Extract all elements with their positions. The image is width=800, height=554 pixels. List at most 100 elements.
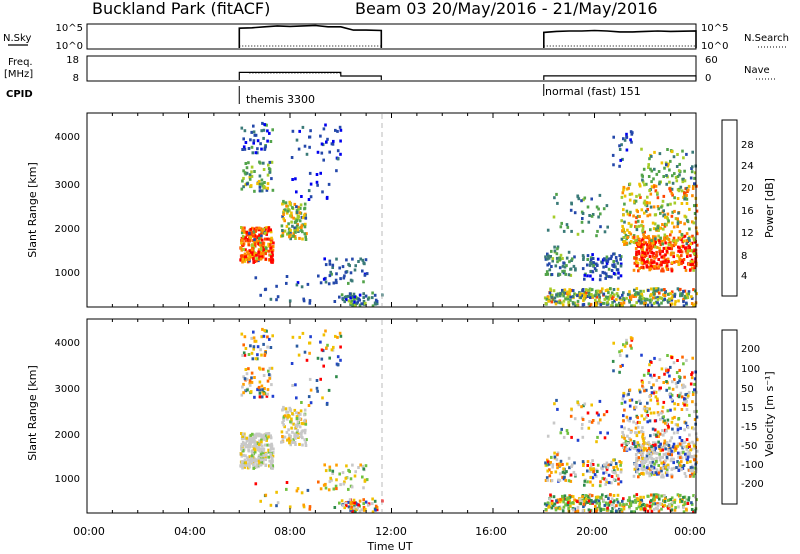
velocity-point bbox=[568, 466, 571, 470]
velocity-point bbox=[270, 366, 274, 370]
velocity-point bbox=[632, 441, 636, 445]
velocity-point bbox=[300, 401, 303, 404]
power-point bbox=[682, 244, 685, 248]
power-point bbox=[645, 204, 649, 208]
velocity-point bbox=[641, 444, 644, 448]
velocity-point bbox=[635, 462, 638, 466]
velocity-point bbox=[633, 462, 636, 466]
power-point bbox=[586, 289, 590, 292]
power-point bbox=[644, 254, 648, 258]
power-point bbox=[652, 296, 655, 300]
power-point bbox=[619, 302, 623, 306]
velocity-point bbox=[251, 458, 254, 462]
power-point bbox=[322, 127, 326, 131]
power-point bbox=[623, 243, 626, 246]
power-point bbox=[619, 257, 622, 261]
power-point bbox=[308, 145, 311, 149]
velocity-point bbox=[690, 501, 693, 505]
power-point bbox=[669, 189, 672, 193]
velocity-point bbox=[662, 381, 665, 384]
velocity-point bbox=[282, 405, 285, 409]
velocity-point bbox=[289, 434, 292, 438]
power-point bbox=[581, 212, 585, 215]
power-point bbox=[562, 261, 565, 265]
velocity-panel: Slant Range [km] 1000 2000 3000 4000 -20… bbox=[26, 318, 776, 514]
velocity-point bbox=[646, 464, 650, 468]
power-point bbox=[655, 250, 658, 254]
power-point bbox=[680, 250, 684, 254]
power-point bbox=[632, 304, 635, 308]
velocity-point bbox=[559, 459, 563, 463]
power-point bbox=[606, 288, 609, 292]
velocity-point bbox=[612, 458, 615, 462]
power-point bbox=[599, 289, 602, 293]
power-point bbox=[263, 147, 267, 151]
velocity-point bbox=[254, 448, 257, 452]
velocity-point bbox=[642, 446, 646, 450]
velocity-point bbox=[629, 438, 633, 442]
velocity-point bbox=[656, 430, 660, 434]
power-point bbox=[628, 290, 631, 294]
velocity-point bbox=[683, 502, 687, 506]
power-point bbox=[239, 258, 242, 262]
velocity-point bbox=[685, 392, 689, 396]
velocity-point bbox=[258, 439, 261, 443]
velocity-point bbox=[589, 476, 592, 479]
velocity-point bbox=[567, 456, 571, 460]
velocity-point bbox=[262, 367, 265, 371]
power-point bbox=[663, 288, 666, 292]
velocity-point bbox=[250, 371, 254, 375]
power-point bbox=[619, 262, 623, 266]
power-point bbox=[671, 181, 675, 185]
power-point bbox=[688, 227, 691, 231]
power-point bbox=[677, 262, 681, 266]
velocity-point bbox=[670, 475, 674, 479]
velocity-point bbox=[654, 443, 657, 447]
power-point bbox=[248, 239, 251, 243]
velocity-point bbox=[644, 447, 648, 451]
power-point bbox=[687, 292, 690, 296]
power-point bbox=[648, 213, 652, 217]
power-point bbox=[357, 260, 360, 263]
velocity-point bbox=[553, 451, 556, 455]
velocity-point bbox=[695, 449, 699, 453]
velocity-point bbox=[546, 434, 550, 438]
velocity-point bbox=[618, 350, 621, 354]
power-point bbox=[565, 256, 569, 260]
velocity-point bbox=[320, 348, 324, 352]
velocity-point bbox=[303, 431, 307, 435]
power-point bbox=[263, 237, 267, 241]
power-point bbox=[598, 295, 601, 299]
power-point bbox=[599, 225, 602, 229]
power-point bbox=[553, 249, 557, 253]
power-point bbox=[637, 224, 641, 228]
velocity-point bbox=[625, 447, 628, 451]
power-point bbox=[247, 256, 250, 260]
power-point bbox=[622, 301, 626, 305]
power-point bbox=[576, 299, 580, 303]
power-point bbox=[560, 221, 563, 225]
velocity-point bbox=[647, 369, 650, 373]
power-point bbox=[590, 293, 593, 296]
x-tick-0000: 00:00 bbox=[73, 525, 105, 538]
power-point bbox=[652, 264, 656, 268]
power-point bbox=[300, 226, 303, 230]
power-point bbox=[628, 213, 631, 217]
velocity-point bbox=[260, 353, 263, 357]
velocity-point bbox=[371, 510, 375, 514]
power-point bbox=[261, 254, 265, 258]
velocity-point bbox=[588, 420, 591, 423]
power-point bbox=[574, 267, 577, 271]
velocity-point bbox=[343, 506, 346, 510]
velocity-point bbox=[569, 501, 572, 505]
velocity-point bbox=[681, 498, 684, 502]
power-point bbox=[650, 239, 653, 243]
power-point bbox=[576, 294, 579, 298]
velocity-point bbox=[641, 457, 644, 460]
power-point bbox=[344, 296, 348, 299]
power-point bbox=[267, 244, 271, 248]
velocity-point bbox=[260, 438, 263, 442]
velocity-point bbox=[249, 390, 253, 394]
power-point bbox=[641, 174, 644, 178]
velocity-point bbox=[667, 498, 670, 502]
